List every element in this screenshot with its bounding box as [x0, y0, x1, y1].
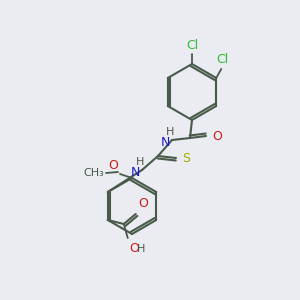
- Text: O: O: [129, 242, 139, 255]
- Text: O: O: [108, 159, 118, 172]
- Text: CH₃: CH₃: [83, 168, 104, 178]
- Text: Cl: Cl: [216, 53, 228, 66]
- Text: N: N: [130, 167, 140, 179]
- Text: H: H: [137, 244, 145, 254]
- Text: O: O: [212, 130, 222, 142]
- Text: Cl: Cl: [186, 39, 198, 52]
- Text: H: H: [136, 157, 144, 167]
- Text: O: O: [138, 197, 148, 210]
- Text: S: S: [182, 152, 190, 164]
- Text: N: N: [160, 136, 170, 149]
- Text: H: H: [166, 127, 174, 137]
